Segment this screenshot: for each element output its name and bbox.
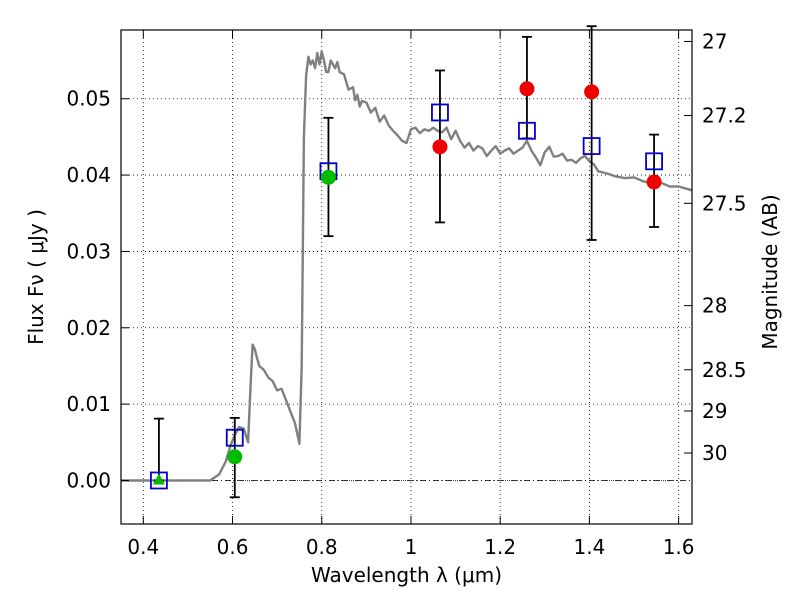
magnitude-axis-ticks: 27 27.2 27.5 28 28.5 29 30 bbox=[684, 29, 747, 465]
magnitude-axis-label: Magnitude (AB) bbox=[758, 194, 782, 349]
magnitude-tick-label: 27.2 bbox=[702, 104, 747, 128]
x-tick-label: 0.4 bbox=[127, 535, 159, 559]
sed-model-curve bbox=[121, 50, 693, 482]
circle-marker bbox=[227, 449, 243, 465]
circle-marker bbox=[584, 84, 600, 100]
circle-marker bbox=[320, 169, 336, 185]
error-bar bbox=[153, 417, 164, 482]
x-tick-label: 1.6 bbox=[663, 535, 695, 559]
grid-lines bbox=[121, 30, 692, 524]
x-tick-label: 0.8 bbox=[306, 535, 338, 559]
square-marker bbox=[518, 121, 536, 140]
magnitude-tick-label: 27.5 bbox=[702, 191, 747, 215]
x-tick-label: 0.6 bbox=[217, 535, 249, 559]
square-marker bbox=[645, 152, 663, 171]
circle-marker bbox=[432, 139, 448, 155]
y-tick-label: 0.02 bbox=[66, 316, 111, 340]
plot-frame bbox=[120, 29, 693, 525]
x-tick-label: 1 bbox=[405, 535, 418, 559]
y-tick-label: 0.00 bbox=[66, 468, 111, 492]
data-markers bbox=[150, 81, 663, 490]
square-marker bbox=[582, 137, 601, 155]
x-tick-label: 1.2 bbox=[484, 535, 516, 559]
magnitude-tick-label: 29 bbox=[702, 399, 727, 423]
triangle-marker bbox=[152, 473, 165, 485]
y-tick-label: 0.01 bbox=[66, 392, 111, 416]
square-marker bbox=[431, 103, 449, 122]
error-bar bbox=[586, 25, 597, 241]
y-axis-label: Flux Fν ( μJy ) bbox=[24, 209, 48, 345]
y-tick-label: 0.05 bbox=[66, 87, 111, 111]
magnitude-tick-label: 27 bbox=[702, 29, 727, 53]
y-tick-label: 0.03 bbox=[66, 239, 111, 263]
square-marker bbox=[150, 471, 168, 490]
magnitude-tick-label: 28 bbox=[702, 294, 727, 318]
magnitude-tick-label: 28.5 bbox=[702, 358, 747, 382]
circle-marker bbox=[519, 81, 535, 97]
magnitude-tick-label: 30 bbox=[702, 441, 727, 465]
circle-marker bbox=[646, 174, 662, 190]
y-tick-label: 0.04 bbox=[66, 163, 111, 187]
sed-model-line bbox=[121, 50, 693, 482]
x-tick-label: 1.4 bbox=[573, 535, 605, 559]
y-axis-ticks: 0.00 0.01 0.02 0.03 0.04 0.05 bbox=[66, 87, 129, 492]
x-axis-ticks: 0.4 0.6 0.8 1 1.2 1.4 1.6 bbox=[127, 30, 695, 559]
x-axis-label: Wavelength λ (μm) bbox=[311, 563, 502, 587]
error-bars bbox=[153, 25, 660, 499]
square-marker bbox=[225, 428, 244, 447]
